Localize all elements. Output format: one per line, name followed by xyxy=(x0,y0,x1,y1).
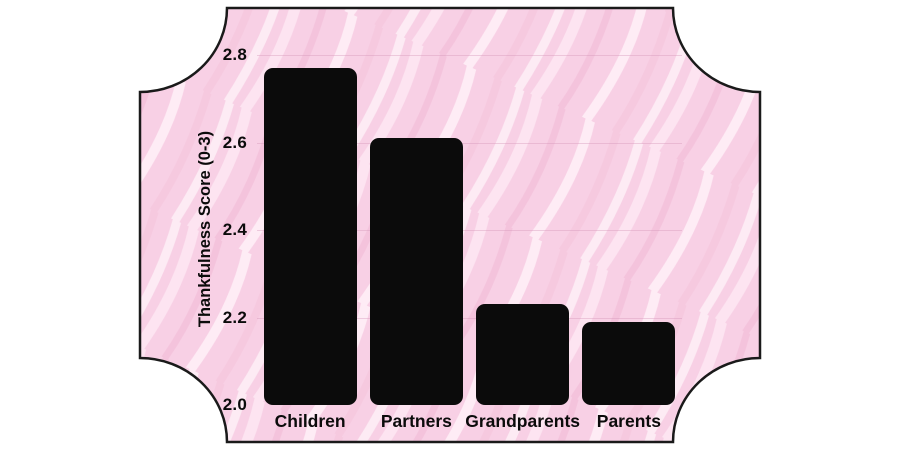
x-tick-label: Partners xyxy=(380,411,452,431)
gridline xyxy=(257,142,682,144)
y-tick-label: 2.6 xyxy=(222,132,247,152)
gridline xyxy=(257,317,682,319)
gridline xyxy=(257,230,682,231)
bar-children xyxy=(263,68,357,405)
gridline xyxy=(257,55,682,56)
bar-grandparents xyxy=(476,304,570,405)
x-tick-label: Children xyxy=(274,411,346,431)
y-tick-label: 2.0 xyxy=(222,395,247,414)
bar-parents xyxy=(582,321,676,405)
y-tick-label: 2.2 xyxy=(222,307,247,327)
x-tick-label: Grandparents xyxy=(465,411,580,431)
y-tick-label: 2.8 xyxy=(222,45,247,64)
x-tick-label: Parents xyxy=(596,411,661,431)
y-tick-label: 2.4 xyxy=(222,220,247,239)
bar-partners xyxy=(369,138,463,405)
